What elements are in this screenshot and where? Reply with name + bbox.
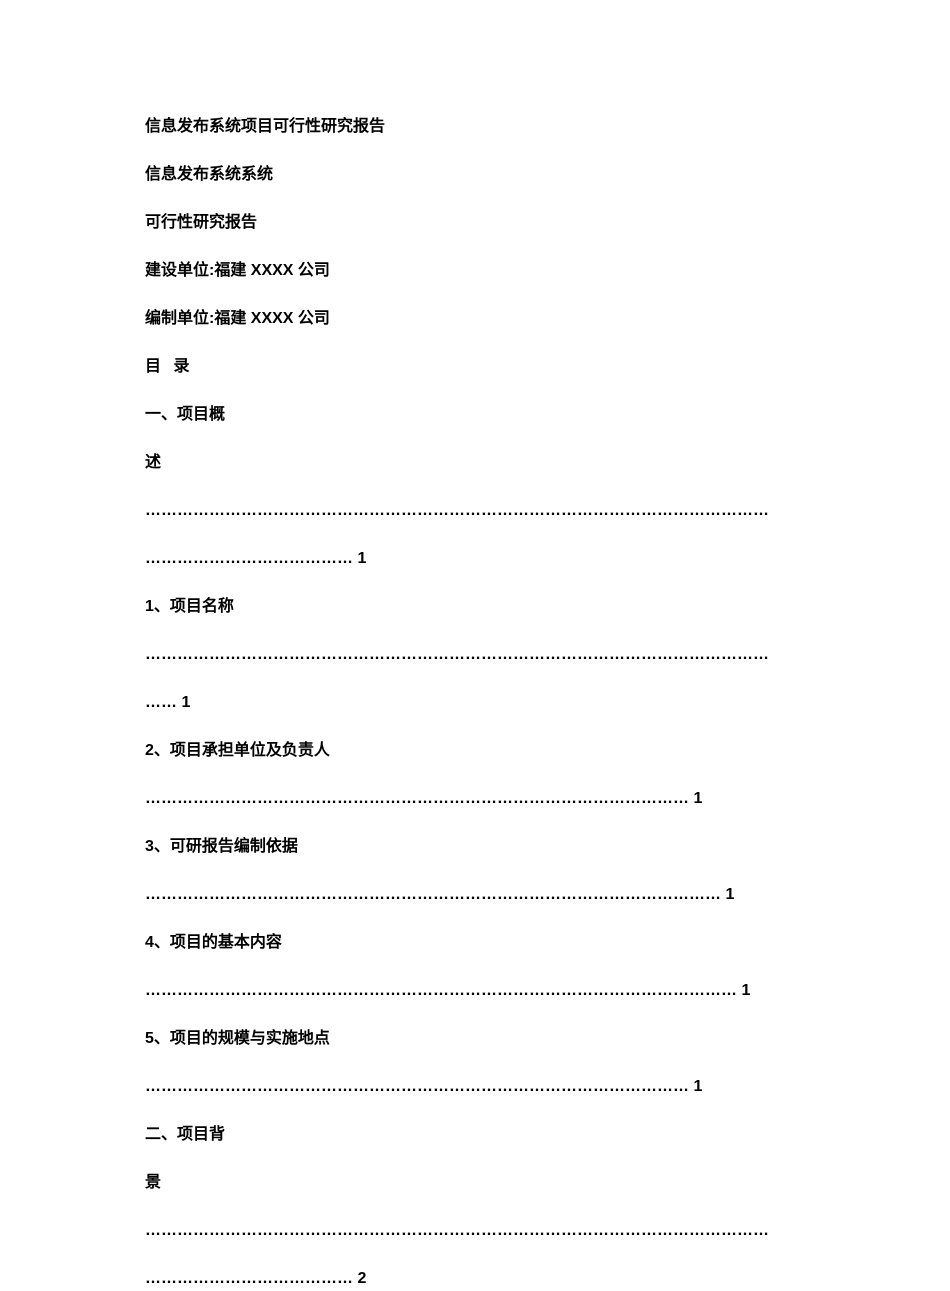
document-subtitle1: 信息发布系统系统	[145, 163, 805, 187]
dots-line: ………………………………………………………………………………………………… 1	[145, 979, 805, 1003]
construction-unit: 建设单位:福建 XXXX 公司	[145, 259, 805, 283]
dots-line: ………………………………………………………………………………………………………	[145, 1219, 805, 1243]
dots-line: …… 1	[145, 691, 805, 715]
section2-part2: 景	[145, 1171, 805, 1195]
section2-part1: 二、项目背	[145, 1123, 805, 1147]
document-subtitle2: 可行性研究报告	[145, 211, 805, 235]
toc-item-3: 3、可研报告编制依据	[145, 835, 805, 859]
dots-line: ………………………………………………………………………………………………………	[145, 499, 805, 523]
document-title: 信息发布系统项目可行性研究报告	[145, 115, 805, 139]
dots-line: ………………………………………………………………………………………… 1	[145, 787, 805, 811]
section1-part1: 一、项目概	[145, 403, 805, 427]
toc-item-4: 4、项目的基本内容	[145, 931, 805, 955]
toc-item-5: 5、项目的规模与实施地点	[145, 1027, 805, 1051]
toc-heading: 目 录	[145, 355, 805, 379]
dots-line: ………………………………… 1	[145, 547, 805, 571]
document-content: 信息发布系统项目可行性研究报告 信息发布系统系统 可行性研究报告 建设单位:福建…	[145, 115, 805, 1291]
toc-item-2: 2、项目承担单位及负责人	[145, 739, 805, 763]
section1-part2: 述	[145, 451, 805, 475]
toc-item-1: 1、项目名称	[145, 595, 805, 619]
dots-line: ………………………………………………………………………………………… 1	[145, 1075, 805, 1099]
dots-line: ……………………………………………………………………………………………… 1	[145, 883, 805, 907]
compilation-unit: 编制单位:福建 XXXX 公司	[145, 307, 805, 331]
dots-line: ………………………………… 2	[145, 1267, 805, 1291]
dots-line: ………………………………………………………………………………………………………	[145, 643, 805, 667]
